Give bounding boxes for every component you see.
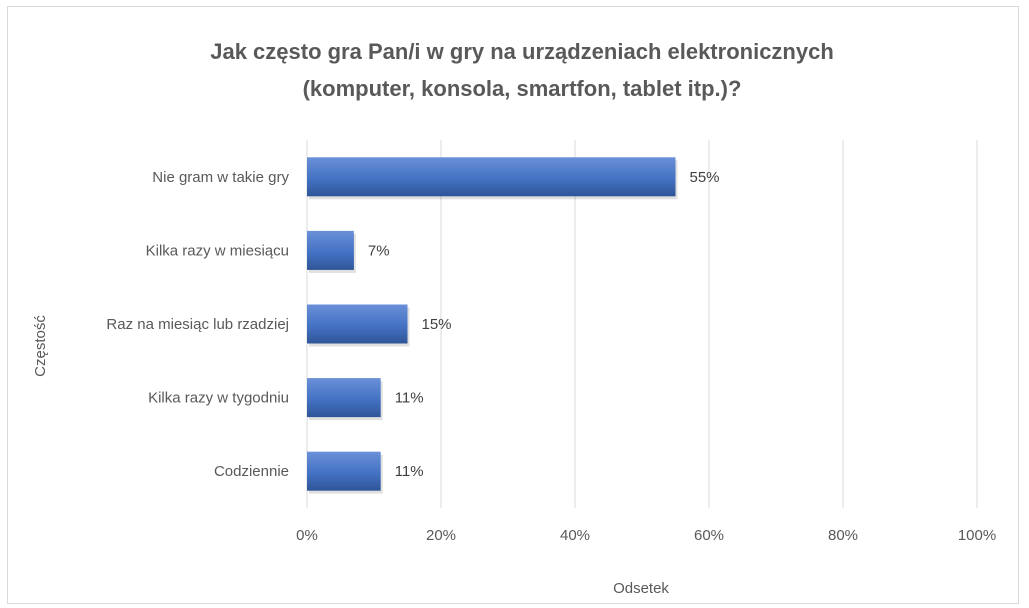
chart-title-line-1: Jak często gra Pan/i w gry na urządzenia… xyxy=(210,39,834,64)
x-tick-label: 0% xyxy=(296,527,318,544)
data-label: 11% xyxy=(395,463,424,480)
x-axis-title: Odsetek xyxy=(613,580,669,597)
category-label: Codziennie xyxy=(214,463,289,480)
x-tick-label: 40% xyxy=(560,527,590,544)
x-tick-label: 80% xyxy=(828,527,858,544)
data-label: 11% xyxy=(395,390,424,407)
bars xyxy=(307,157,678,494)
bar xyxy=(307,157,676,197)
chart-title-line-2: (komputer, konsola, smartfon, tablet itp… xyxy=(303,76,742,101)
x-tick-label: 100% xyxy=(958,527,996,544)
x-tick-label: 20% xyxy=(426,527,456,544)
labels: 0% 20% 40% 60% 80% 100% Nie gram w takie gry 55… xyxy=(106,169,996,544)
x-tick-label: 60% xyxy=(694,527,724,544)
data-label: 7% xyxy=(368,242,390,259)
y-axis-title: Częstość xyxy=(32,315,49,377)
bar xyxy=(307,378,381,418)
category-label: Kilka razy w tygodniu xyxy=(148,390,289,407)
category-label: Kilka razy w miesiącu xyxy=(146,242,289,259)
gridlines xyxy=(306,140,978,508)
category-label: Raz na miesiąc lub rzadziej xyxy=(106,316,289,333)
data-label: 55% xyxy=(690,169,720,186)
bar xyxy=(307,304,408,344)
bar xyxy=(307,451,381,491)
data-label: 15% xyxy=(422,316,452,333)
bar xyxy=(307,230,354,270)
category-label: Nie gram w takie gry xyxy=(152,169,289,186)
chart-frame xyxy=(7,6,1019,604)
